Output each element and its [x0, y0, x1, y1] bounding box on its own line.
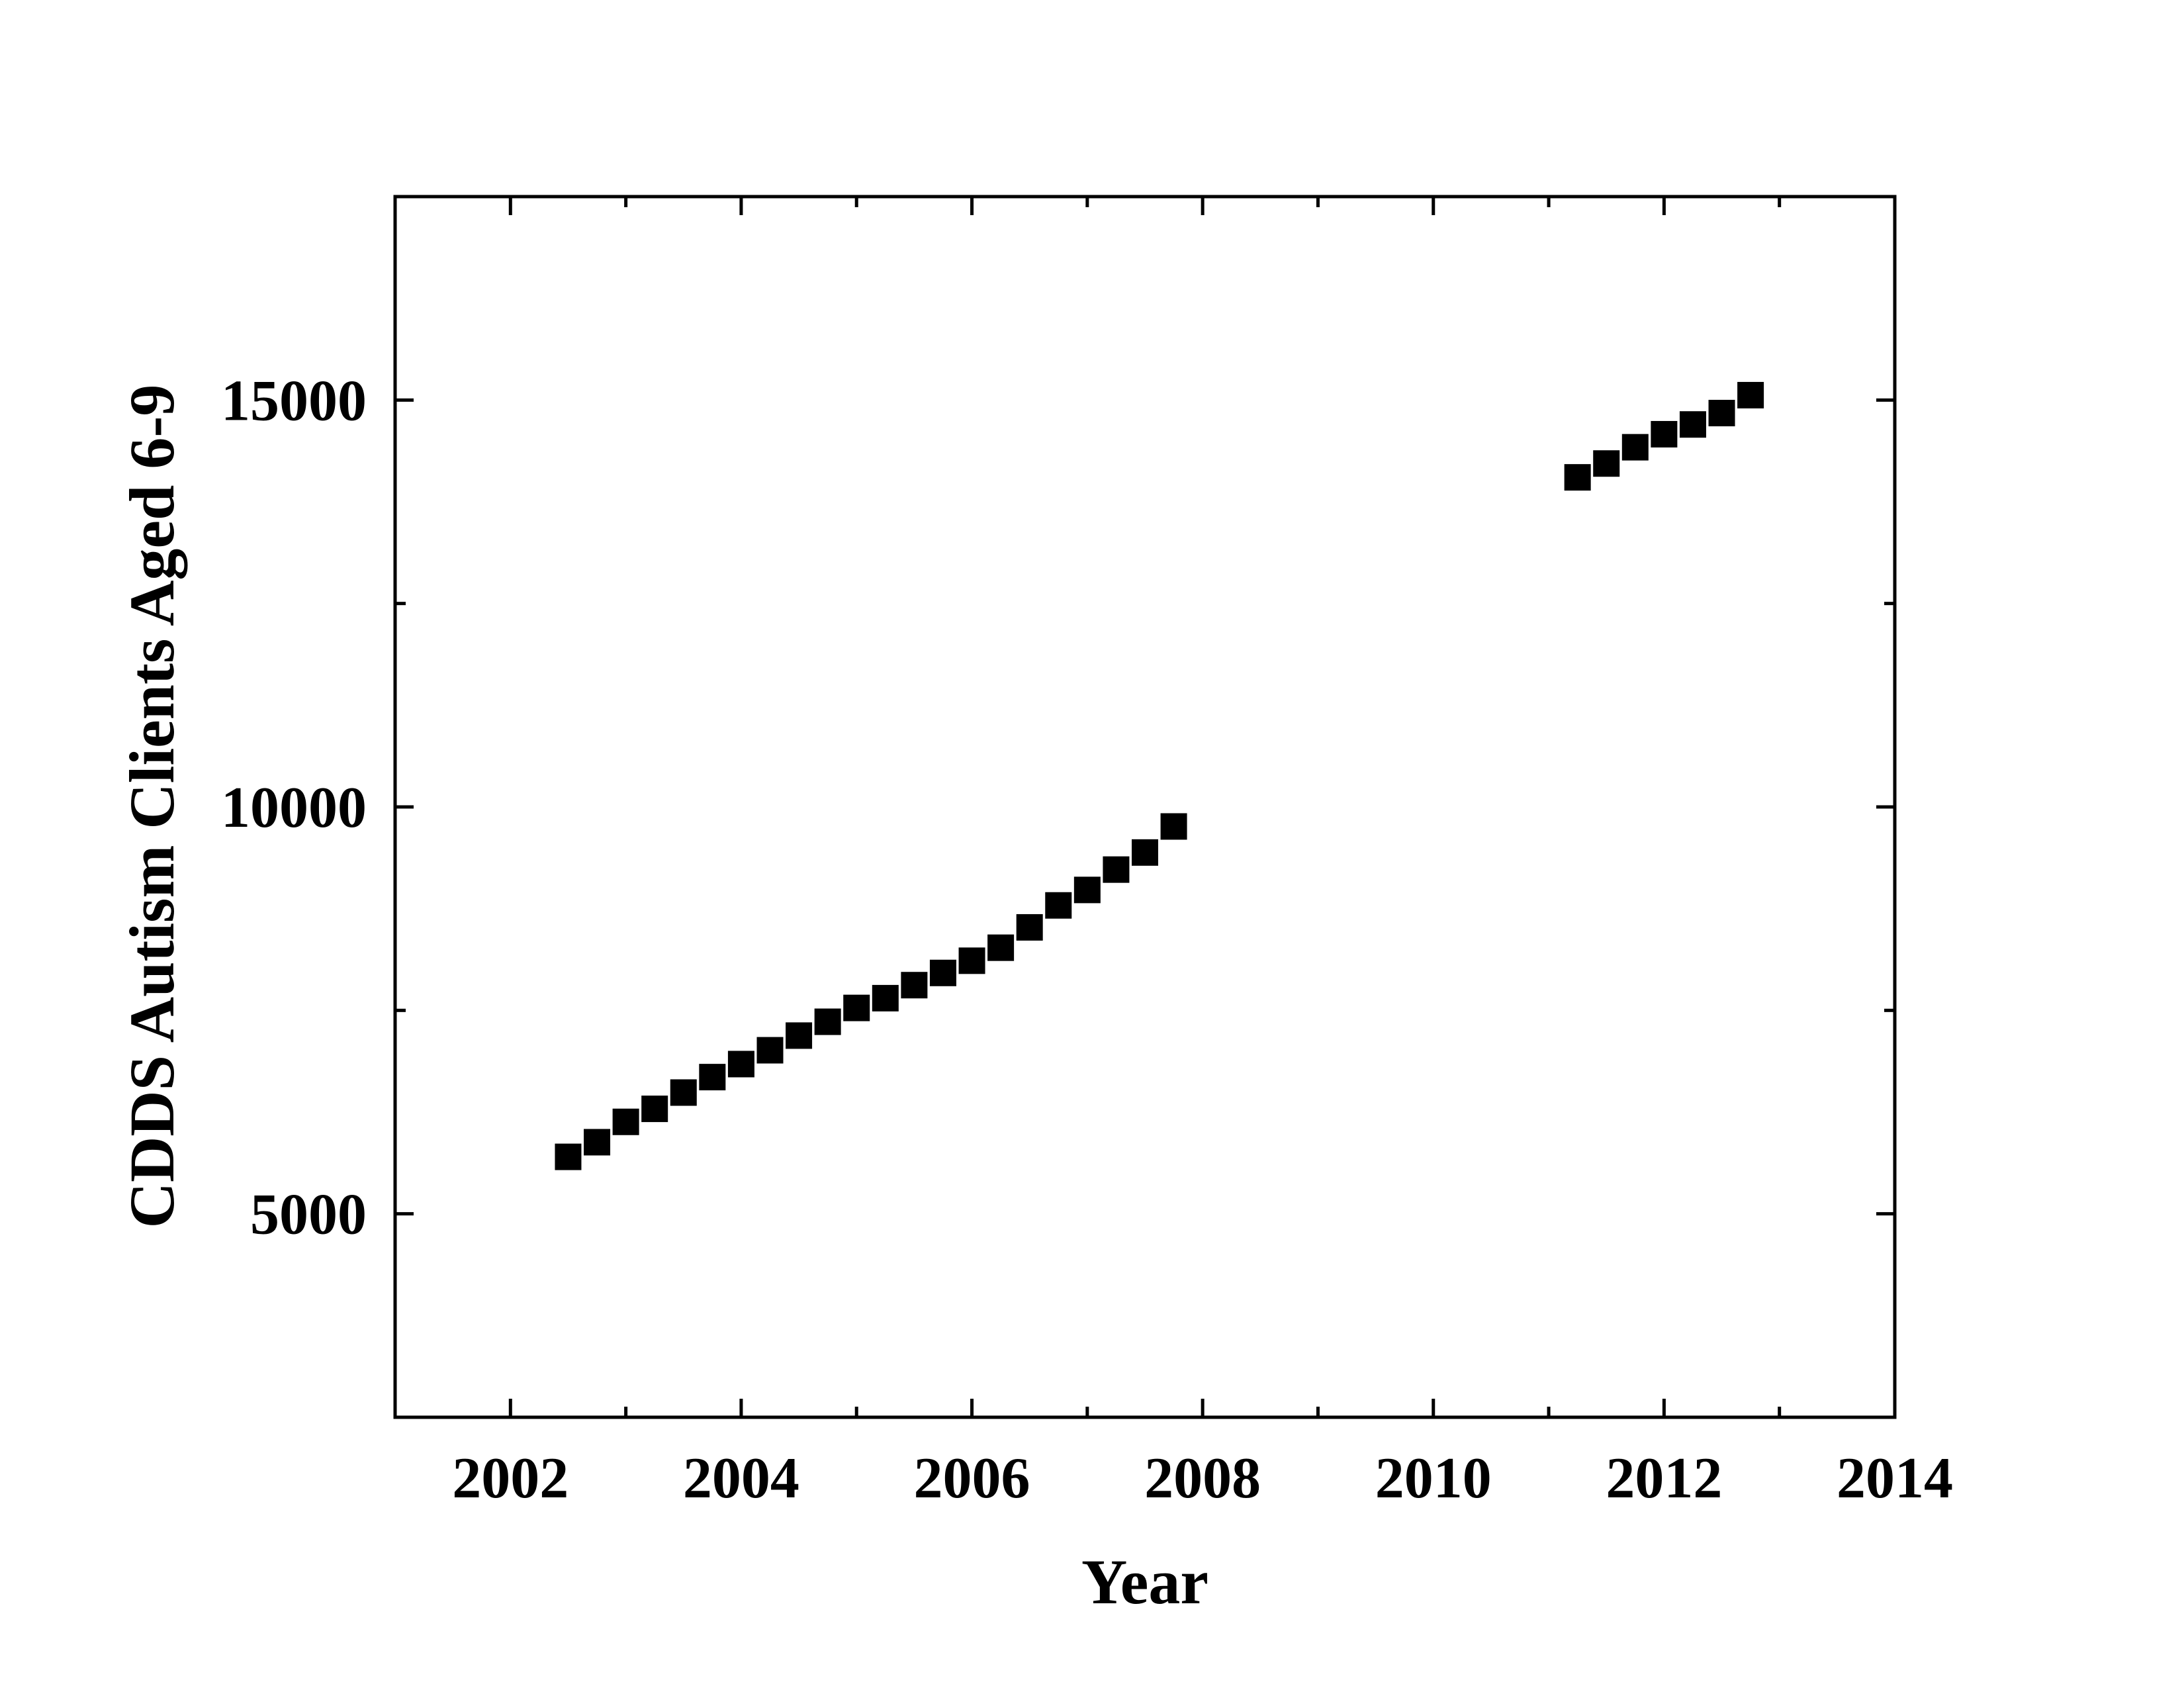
x-axis-title: Year — [1081, 1546, 1208, 1617]
data-point — [1708, 400, 1735, 427]
data-point — [1016, 914, 1043, 941]
data-point — [958, 947, 985, 974]
data-point — [1073, 876, 1101, 904]
data-point — [1160, 813, 1187, 840]
data-point — [555, 1143, 582, 1170]
data-point — [929, 959, 956, 986]
data-point — [670, 1079, 697, 1106]
data-point — [1593, 450, 1620, 477]
data-point — [843, 994, 870, 1021]
data-point — [641, 1096, 668, 1123]
data-point — [1737, 381, 1764, 408]
data-point — [814, 1008, 841, 1035]
data-points — [555, 381, 1764, 1170]
x-tick-label: 2004 — [683, 1446, 799, 1511]
data-point — [1132, 839, 1158, 866]
data-point — [584, 1129, 611, 1156]
y-tick-label: 15000 — [221, 369, 367, 433]
plot-frame — [393, 195, 1897, 1419]
x-tick-label: 2006 — [914, 1446, 1030, 1511]
data-point — [699, 1064, 726, 1091]
data-point — [727, 1051, 754, 1078]
data-point — [872, 984, 899, 1011]
data-point — [612, 1108, 639, 1135]
data-point — [901, 972, 928, 999]
data-point — [1564, 464, 1591, 491]
data-point — [1679, 411, 1706, 438]
x-tick-label: 2010 — [1375, 1446, 1492, 1511]
y-tick-label: 5000 — [250, 1183, 367, 1247]
x-tick-label: 2012 — [1606, 1446, 1722, 1511]
data-point — [987, 934, 1015, 961]
data-point — [786, 1022, 813, 1049]
tick-labels: 2002 2004 2006 2008 2010 2012 2014 5000 10000 150… — [221, 369, 1953, 1511]
y-tick-label: 10000 — [221, 776, 367, 840]
data-point — [756, 1037, 784, 1064]
data-point — [1045, 892, 1072, 919]
data-point — [1103, 856, 1130, 883]
data-point — [1651, 420, 1678, 447]
x-tick-label: 2002 — [452, 1446, 569, 1511]
x-tick-label: 2008 — [1144, 1446, 1261, 1511]
y-axis-title: CDDS Autism Clients Aged 6-9 — [116, 385, 187, 1229]
data-point — [1621, 434, 1649, 461]
x-tick-label: 2014 — [1837, 1446, 1953, 1511]
